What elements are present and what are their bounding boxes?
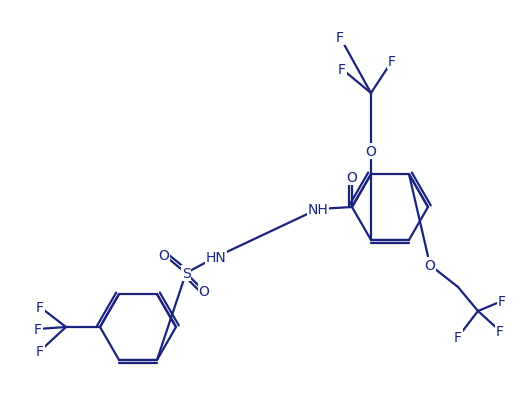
Text: F: F bbox=[34, 322, 42, 336]
Text: F: F bbox=[338, 63, 346, 77]
Text: F: F bbox=[336, 31, 344, 45]
Text: F: F bbox=[498, 294, 506, 308]
Text: F: F bbox=[36, 300, 44, 314]
Text: O: O bbox=[199, 284, 210, 298]
Text: F: F bbox=[388, 55, 396, 69]
Text: F: F bbox=[36, 344, 44, 358]
Text: S: S bbox=[182, 266, 191, 280]
Text: F: F bbox=[454, 330, 462, 344]
Text: HN: HN bbox=[205, 250, 227, 264]
Text: O: O bbox=[158, 248, 169, 262]
Text: O: O bbox=[365, 145, 376, 159]
Text: O: O bbox=[346, 170, 357, 184]
Text: F: F bbox=[496, 324, 504, 338]
Text: NH: NH bbox=[308, 203, 328, 217]
Text: O: O bbox=[425, 258, 436, 272]
